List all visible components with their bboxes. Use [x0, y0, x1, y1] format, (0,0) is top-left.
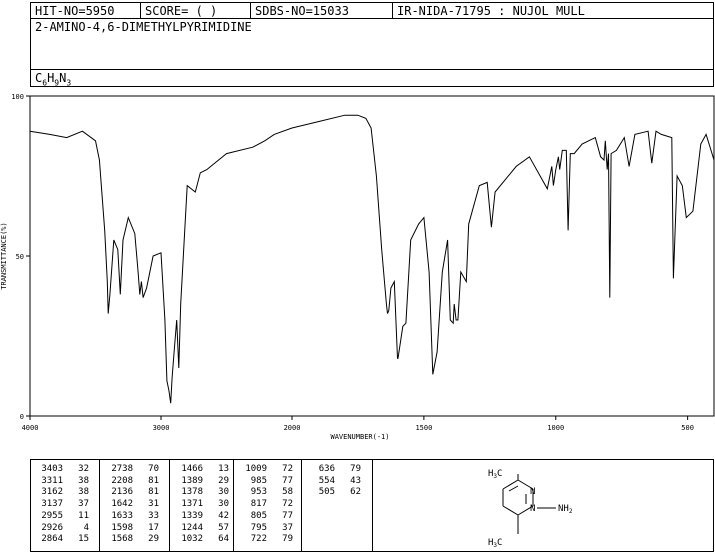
- hit-no-cell: HIT-NO=5950: [31, 3, 141, 18]
- x-tick-label-2000: 2000: [284, 424, 301, 432]
- peak-transmittance-column: 72 77 58 72 77 37 79: [282, 464, 293, 545]
- peak-column-divider: [99, 460, 100, 551]
- peak-table-list: [31, 460, 373, 551]
- peak-wavenumber-column: 1466 1389 1378 1371 1339 1244 1032: [181, 464, 203, 545]
- score-cell: SCORE= ( ): [141, 3, 251, 18]
- x-tick-label-4000: 4000: [22, 424, 39, 432]
- peak-column-divider: [233, 460, 234, 551]
- peak-wavenumber-column: 636 554 505: [318, 464, 335, 498]
- x-tick-label-1000: 1000: [547, 424, 564, 432]
- peak-wavenumber-column: 1009 985 953 817 805 795 722: [245, 464, 267, 545]
- ir-nida-cell: IR-NIDA-71795 : NUJOL MULL: [397, 4, 585, 18]
- peak-transmittance-column: 70 81 81 31 33 17 29: [148, 464, 159, 545]
- plot-frame: [29, 95, 715, 417]
- x-tick-label-1500: 1500: [415, 424, 432, 432]
- x-tick-label-3000: 3000: [153, 424, 170, 432]
- compound-name: 2-AMINO-4,6-DIMETHYLPYRIMIDINE: [35, 20, 252, 34]
- peak-wavenumber-column: 3403 3311 3162 3137 2955 2926 2864: [41, 464, 63, 545]
- peak-column-divider: [301, 460, 302, 551]
- peak-transmittance-column: 13 29 30 30 42 57 64: [218, 464, 229, 545]
- sdbs-no-cell: SDBS-NO=15033: [251, 3, 393, 18]
- molecular-formula: C6H9N3: [35, 71, 72, 88]
- spectrum-series-line: [29, 114, 715, 404]
- peak-table: 3403 3311 3162 3137 2955 2926 2864 32 38 …: [30, 459, 714, 552]
- y-tick-label-0: 0: [20, 413, 24, 421]
- y-tick-label-50: 50: [16, 253, 24, 261]
- y-tick-label-100: 100: [11, 93, 24, 101]
- peak-wavenumber-column: 2738 2208 2136 1642 1633 1598 1568: [111, 464, 133, 545]
- ir-spectrum-chart: 0 50 100 4000 3000 2000 1500 1000 500 WAVENUMBE…: [0, 93, 715, 441]
- peak-column-divider: [169, 460, 170, 551]
- x-tick-label-500: 500: [681, 424, 694, 432]
- formula-box: C6H9N3: [30, 69, 714, 87]
- y-axis-label: TRANSMITTANCE(%): [0, 222, 8, 289]
- peak-transmittance-column: 32 38 38 37 11 4 15: [78, 464, 89, 545]
- peak-transmittance-column: 79 43 62: [350, 464, 361, 498]
- x-axis-label: WAVENUMBER(-1): [330, 433, 389, 441]
